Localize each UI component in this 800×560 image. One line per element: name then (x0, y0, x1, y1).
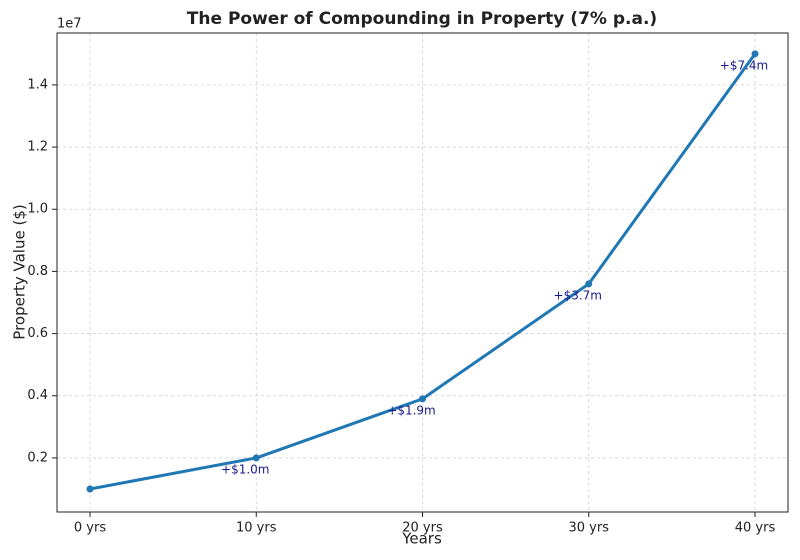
y-tick-label: 1.4 (27, 77, 48, 92)
y-axis-label: Property Value ($) (11, 204, 29, 339)
y-tick-label: 1.0 (27, 202, 48, 217)
annotation: +$3.7m (554, 288, 602, 302)
annotation: +$7.4m (720, 58, 768, 72)
point (585, 280, 593, 288)
y-tick-label: 0.6 (27, 326, 48, 341)
chart-title: The Power of Compounding in Property (7%… (187, 9, 657, 29)
x-tick-label: 10 yrs (236, 521, 277, 536)
y-offset-label: 1e7 (57, 17, 82, 32)
x-tick-label: 20 yrs (402, 521, 443, 536)
point (751, 50, 759, 58)
point (419, 395, 426, 403)
y-tick-label: 0.2 (27, 450, 48, 465)
plot-frame (56, 32, 789, 513)
annotation: +$1.0m (221, 462, 269, 476)
y-tick-label: 0.8 (27, 264, 48, 279)
point (252, 454, 260, 462)
x-tick-label: 0 yrs (74, 521, 106, 536)
x-tick-label: 40 yrs (735, 521, 776, 536)
y-tick-label: 0.4 (27, 388, 48, 403)
point (86, 485, 94, 493)
y-tick-label: 1.2 (27, 140, 48, 155)
x-axis-label: Years (401, 530, 442, 548)
annotation: +$1.9m (387, 403, 435, 417)
x-tick-label: 30 yrs (569, 521, 610, 536)
